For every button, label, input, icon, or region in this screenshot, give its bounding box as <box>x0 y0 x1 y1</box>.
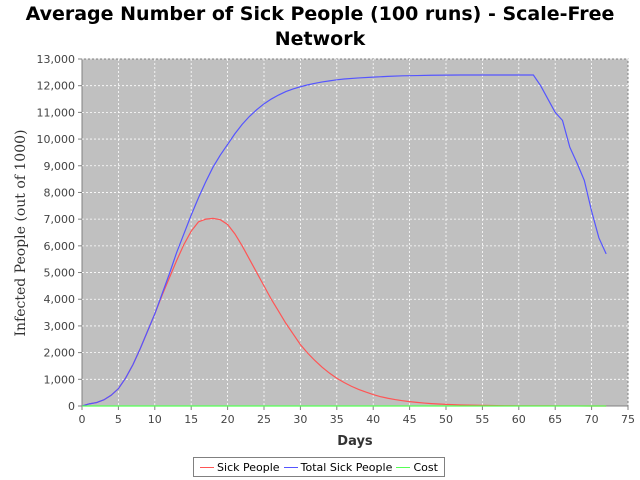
legend-label-cost: Cost <box>413 460 438 474</box>
x-tick-label: 5 <box>115 413 122 426</box>
legend-item-sick-people: Sick People <box>200 461 280 474</box>
legend-swatch-sick-people <box>200 466 215 468</box>
x-tick-label: 0 <box>79 413 86 426</box>
x-tick-label: 20 <box>221 413 235 426</box>
x-tick-label: 30 <box>293 413 307 426</box>
chart-title: Average Number of Sick People (100 runs)… <box>0 2 640 52</box>
x-tick-label: 40 <box>366 413 380 426</box>
x-tick-label: 70 <box>585 413 599 426</box>
y-tick-label: 12,000 <box>37 80 76 93</box>
y-axis-label: Infected People (out of 1000) <box>13 130 29 337</box>
x-tick-label: 50 <box>439 413 453 426</box>
legend-item-cost: Cost <box>396 460 438 474</box>
chart-title-line-2: Network <box>274 28 366 50</box>
x-tick-label: 10 <box>148 413 162 426</box>
y-tick-label: 2,000 <box>44 347 76 360</box>
series-line-total-sick-people <box>81 74 607 407</box>
y-tick-label: 10,000 <box>37 133 76 146</box>
grid <box>82 58 629 406</box>
y-tick-label: 6,000 <box>44 240 76 253</box>
chart-title-line-1: Average Number of Sick People (100 runs)… <box>25 3 615 25</box>
plot-area <box>81 58 629 407</box>
x-tick-label: 15 <box>184 413 198 426</box>
y-tick-label: 4,000 <box>44 293 76 306</box>
x-tick-label: 65 <box>548 413 562 426</box>
y-tick-label: 9,000 <box>44 160 76 173</box>
legend-swatch-cost <box>396 466 411 468</box>
x-axis-label: Days <box>337 434 373 449</box>
y-tick-label: 0 <box>68 400 75 413</box>
legend-label-sick-people: Sick People <box>217 460 280 474</box>
x-tick-label: 60 <box>512 413 526 426</box>
y-tick-label: 13,000 <box>37 53 76 66</box>
y-tick-label: 11,000 <box>37 106 76 119</box>
legend-item-total-sick-people: Total Sick People <box>283 460 393 474</box>
legend-swatch-total-sick-people <box>283 466 298 468</box>
x-tick-label: 55 <box>475 413 489 426</box>
y-tick-label: 7,000 <box>44 213 76 226</box>
y-tick-label: 5,000 <box>44 267 76 280</box>
legend: Sick People Total Sick People Cost <box>193 457 445 477</box>
axes: 0 5 10 15 20 25 30 35 40 45 50 55 60 65 70 75 0 1,000 2,00… <box>37 53 636 426</box>
y-tick-label: 8,000 <box>44 186 76 199</box>
y-tick-label: 1,000 <box>44 373 76 386</box>
y-tick-label: 3,000 <box>44 320 76 333</box>
x-tick-label: 35 <box>330 413 344 426</box>
legend-label-total-sick-people: Total Sick People <box>300 460 393 474</box>
x-tick-label: 45 <box>403 413 417 426</box>
x-tick-label: 25 <box>257 413 271 426</box>
series-lines <box>81 74 607 407</box>
x-tick-label: 75 <box>621 413 635 426</box>
